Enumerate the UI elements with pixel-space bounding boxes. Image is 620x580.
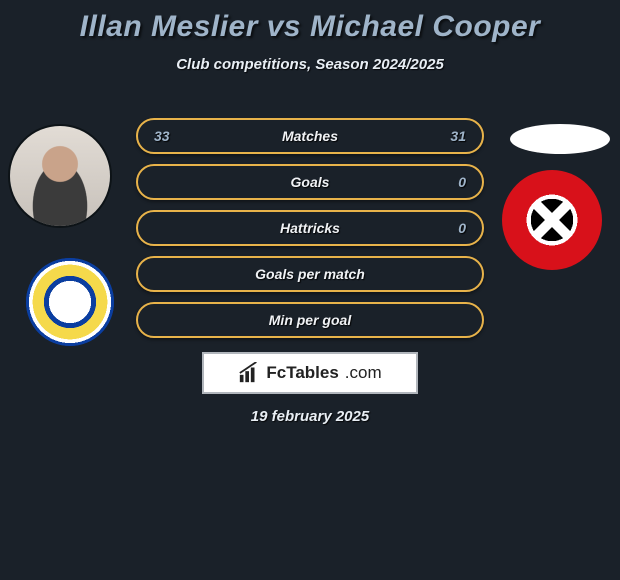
stat-label: Matches [282, 128, 338, 144]
date-label: 19 february 2025 [0, 408, 620, 425]
subtitle: Club competitions, Season 2024/2025 [0, 56, 620, 73]
page-title: Illan Meslier vs Michael Cooper [0, 0, 620, 44]
club-crest-right [502, 170, 602, 270]
stat-label: Goals [291, 174, 330, 190]
avatar-icon [10, 126, 110, 226]
chart-icon [238, 362, 260, 384]
stat-value-right: 0 [458, 174, 466, 190]
stat-row: Goals 0 [136, 164, 484, 200]
stat-value-left: 33 [154, 128, 170, 144]
stat-value-right: 0 [458, 220, 466, 236]
stat-row: Hattricks 0 [136, 210, 484, 246]
brand-badge: FcTables .com [202, 352, 418, 394]
stat-row: 33 Matches 31 [136, 118, 484, 154]
stat-label: Min per goal [269, 312, 351, 328]
brand-name: FcTables [266, 363, 338, 383]
club-crest-left [26, 258, 114, 346]
player-left-photo [8, 124, 112, 228]
stats-container: 33 Matches 31 Goals 0 Hattricks 0 Goals … [136, 118, 484, 348]
stat-value-right: 31 [450, 128, 466, 144]
stat-label: Hattricks [280, 220, 340, 236]
stat-row: Goals per match [136, 256, 484, 292]
stat-label: Goals per match [255, 266, 365, 282]
stat-row: Min per goal [136, 302, 484, 338]
player-right-photo [510, 124, 610, 154]
brand-domain: .com [345, 363, 382, 383]
